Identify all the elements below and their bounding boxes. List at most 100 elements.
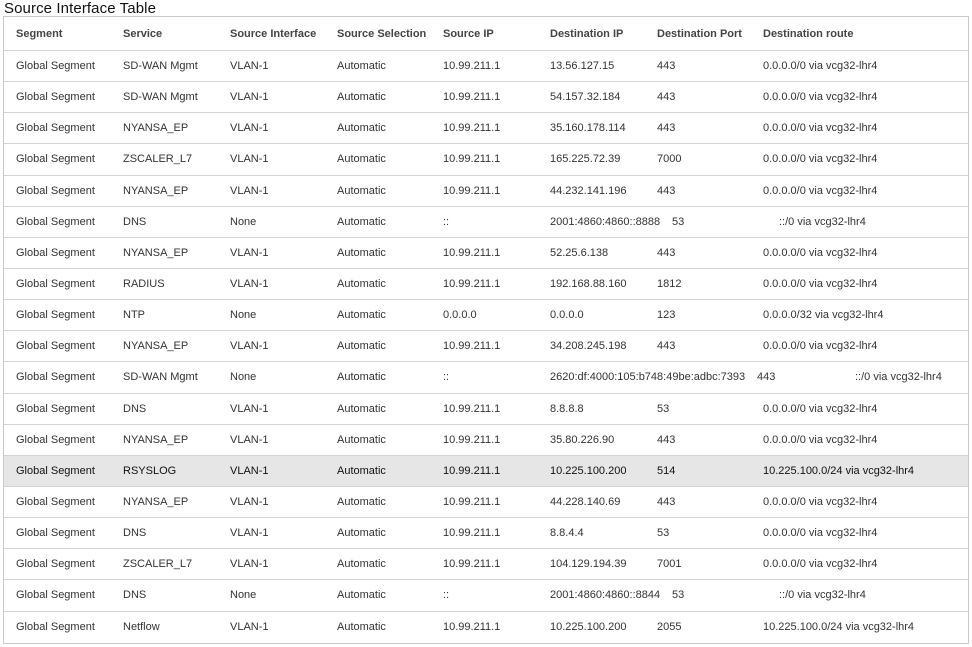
cell-service: DNS — [123, 527, 147, 540]
cell-segment: Global Segment — [16, 246, 95, 259]
table-row[interactable]: Global Segment NTP None Automatic 0.0.0.0 0.0… — [4, 300, 968, 332]
cell-destination-ip: 165.225.72.39 — [550, 153, 621, 166]
column-header-segment[interactable]: Segment — [16, 27, 63, 40]
cell-destination-ip: 35.80.226.90 — [550, 433, 615, 446]
table-row[interactable]: Global Segment ZSCALER_L7 VLAN-1 Automatic 1… — [4, 549, 968, 581]
table-row[interactable]: Global Segment NYANSA_EP VLAN-1 Automatic 10… — [4, 176, 968, 207]
cell-source-interface: VLAN-1 — [230, 621, 269, 634]
table-row[interactable]: Global Segment DNS VLAN-1 Automatic 10.99.21… — [4, 518, 968, 550]
cell-destination-route: 0.0.0.0/0 via vcg32-lhr4 — [763, 527, 878, 540]
cell-destination-port: 2055 — [657, 621, 682, 634]
cell-segment: Global Segment — [16, 153, 95, 166]
cell-destination-ip: 13.56.127.15 — [550, 60, 615, 73]
column-header-destination-route[interactable]: Destination route — [763, 27, 854, 40]
cell-destination-route: 0.0.0.0/0 via vcg32-lhr4 — [763, 496, 878, 509]
cell-source-selection: Automatic — [337, 340, 386, 353]
cell-destination-ip: 10.225.100.200 — [550, 464, 627, 477]
table-row[interactable]: Global Segment NYANSA_EP VLAN-1 Automatic 10… — [4, 113, 968, 145]
cell-destination-port: 1812 — [657, 278, 682, 291]
cell-destination-port: 123 — [657, 309, 676, 322]
cell-source-ip: :: — [443, 215, 450, 228]
cell-destination-port: 443 — [757, 371, 776, 384]
cell-source-selection: Automatic — [337, 558, 386, 571]
cell-segment: Global Segment — [16, 371, 95, 384]
cell-destination-port: 7001 — [657, 558, 682, 571]
page-title: Source Interface Table — [4, 0, 157, 17]
cell-source-ip: 0.0.0.0 — [443, 309, 477, 322]
cell-source-interface: VLAN-1 — [230, 558, 269, 571]
cell-destination-route: 0.0.0.0/0 via vcg32-lhr4 — [763, 246, 878, 259]
cell-service: ZSCALER_L7 — [123, 153, 193, 166]
cell-destination-port: 443 — [657, 60, 676, 73]
cell-source-ip: 10.99.211.1 — [443, 278, 501, 291]
cell-service: RADIUS — [123, 278, 165, 291]
cell-segment: Global Segment — [16, 589, 95, 602]
cell-destination-port: 443 — [657, 184, 676, 197]
column-header-service[interactable]: Service — [123, 27, 163, 40]
cell-source-selection: Automatic — [337, 527, 386, 540]
column-header-source-interface[interactable]: Source Interface — [230, 27, 317, 40]
cell-segment: Global Segment — [16, 558, 95, 571]
column-header-destination-ip[interactable]: Destination IP — [550, 27, 624, 40]
table-row[interactable]: Global Segment RSYSLOG VLAN-1 Automatic 10.9… — [4, 455, 968, 487]
cell-source-interface: None — [230, 589, 257, 602]
cell-destination-ip: 2001:4860:4860::8844 — [550, 589, 661, 602]
cell-destination-ip: 52.25.6.138 — [550, 246, 609, 259]
cell-service: NYANSA_EP — [123, 340, 189, 353]
table-row[interactable]: Global Segment DNS VLAN-1 Automatic 10.99.21… — [4, 394, 968, 425]
table-row[interactable]: Global Segment DNS None Automatic:: 2001:486… — [4, 580, 968, 612]
cell-source-interface: VLAN-1 — [230, 184, 269, 197]
table-row[interactable]: Global Segment DNS None Automatic:: 2001:486… — [4, 207, 968, 238]
cell-source-selection: Automatic — [337, 122, 386, 135]
column-header-source-ip[interactable]: Source IP — [443, 27, 494, 40]
table-row[interactable]: Global Segment SD-WAN Mgmt VLAN-1 Automatic… — [4, 82, 968, 114]
cell-destination-port: 443 — [657, 433, 676, 446]
cell-source-ip: 10.99.211.1 — [443, 122, 501, 135]
cell-destination-port: 443 — [657, 496, 676, 509]
cell-source-ip: 10.99.211.1 — [443, 496, 501, 509]
cell-service: NYANSA_EP — [123, 122, 189, 135]
table-header-row: Segment Service Source Interface Source … — [4, 17, 968, 51]
table-row[interactable]: Global Segment NYANSA_EP VLAN-1 Automatic 10… — [4, 331, 968, 363]
cell-destination-ip: 2620:df:4000:105:b748:49be:adbc:7393 — [550, 371, 746, 384]
column-header-destination-port[interactable]: Destination Port — [657, 27, 742, 40]
cell-source-selection: Automatic — [337, 402, 386, 415]
cell-destination-port: 443 — [657, 340, 676, 353]
cell-service: DNS — [123, 215, 147, 228]
cell-source-ip: 10.99.211.1 — [443, 246, 501, 259]
table-row[interactable]: Global Segment NYANSA_EP VLAN-1 Automatic 10… — [4, 425, 968, 456]
cell-source-ip: 10.99.211.1 — [443, 402, 501, 415]
cell-destination-ip: 192.168.88.160 — [550, 278, 627, 291]
table-row[interactable]: Global Segment NYANSA_EP VLAN-1 Automatic 10… — [4, 487, 968, 519]
cell-destination-port: 53 — [657, 527, 670, 540]
cell-service: DNS — [123, 589, 147, 602]
cell-source-ip: 10.99.211.1 — [443, 433, 501, 446]
cell-service: NYANSA_EP — [123, 496, 189, 509]
cell-destination-port: 53 — [657, 402, 670, 415]
cell-source-ip: 10.99.211.1 — [443, 340, 501, 353]
cell-source-interface: VLAN-1 — [230, 340, 269, 353]
cell-source-interface: VLAN-1 — [230, 527, 269, 540]
cell-source-ip: 10.99.211.1 — [443, 558, 501, 571]
cell-segment: Global Segment — [16, 91, 95, 104]
cell-source-ip: 10.99.211.1 — [443, 464, 501, 477]
table-row[interactable]: Global Segment Netflow VLAN-1 Automatic 10.9… — [4, 612, 968, 643]
cell-destination-route: ::/0 via vcg32-lhr4 — [855, 371, 942, 384]
column-header-source-selection[interactable]: Source Selection — [337, 27, 427, 40]
cell-destination-route: 0.0.0.0/0 via vcg32-lhr4 — [763, 278, 878, 291]
cell-destination-ip: 10.225.100.200 — [550, 621, 627, 634]
table-body: Global Segment SD-WAN Mgmt VLAN-1 Automatic… — [4, 51, 968, 643]
table-row[interactable]: Global Segment SD-WAN Mgmt VLAN-1 Automatic… — [4, 51, 968, 83]
cell-source-selection: Automatic — [337, 215, 386, 228]
cell-segment: Global Segment — [16, 402, 95, 415]
table-row[interactable]: Global Segment RADIUS VLAN-1 Automatic 10.99… — [4, 269, 968, 301]
cell-service: SD-WAN Mgmt — [123, 371, 198, 384]
table-row[interactable]: Global Segment NYANSA_EP VLAN-1 Automatic 10… — [4, 238, 968, 269]
table-row[interactable]: Global Segment SD-WAN Mgmt None Automatic::… — [4, 362, 968, 394]
table-row[interactable]: Global Segment ZSCALER_L7 VLAN-1 Automatic 1… — [4, 144, 968, 176]
cell-destination-route: 0.0.0.0/32 via vcg32-lhr4 — [763, 309, 884, 322]
cell-source-selection: Automatic — [337, 278, 386, 291]
cell-source-interface: VLAN-1 — [230, 464, 269, 477]
cell-destination-ip: 54.157.32.184 — [550, 91, 621, 104]
